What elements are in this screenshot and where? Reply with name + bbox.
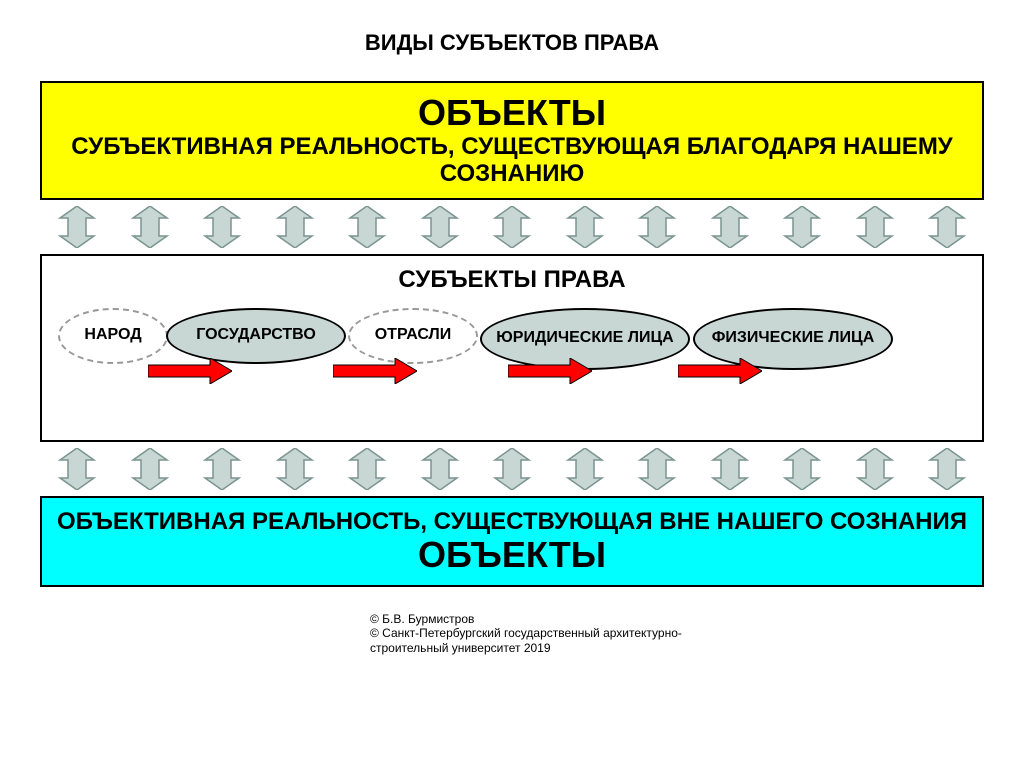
double-arrow-icon bbox=[195, 448, 249, 490]
top-box-line1: ОБЪЕКТЫ bbox=[50, 93, 974, 133]
arrow-row-top bbox=[40, 206, 984, 248]
double-arrow-icon bbox=[340, 206, 394, 248]
bottom-box-line1: ОБЪЕКТИВНАЯ РЕАЛЬНОСТЬ, СУЩЕСТВУЮЩАЯ ВНЕ… bbox=[50, 508, 974, 536]
double-arrow-icon bbox=[920, 206, 974, 248]
double-arrow-icon bbox=[775, 206, 829, 248]
double-arrow-icon bbox=[195, 206, 249, 248]
diagram-title: ВИДЫ СУБЪЕКТОВ ПРАВА bbox=[40, 30, 984, 56]
credit-line2: © Санкт-Петербургский государственный ар… bbox=[370, 626, 984, 640]
double-arrow-icon bbox=[268, 448, 322, 490]
double-arrow-icon bbox=[775, 448, 829, 490]
subject-bubble: НАРОД bbox=[58, 308, 168, 364]
top-box: ОБЪЕКТЫ СУБЪЕКТИВНАЯ РЕАЛЬНОСТЬ, СУЩЕСТВ… bbox=[40, 81, 984, 200]
double-arrow-icon bbox=[558, 448, 612, 490]
double-arrow-icon bbox=[485, 206, 539, 248]
double-arrow-icon bbox=[268, 206, 322, 248]
double-arrow-icon bbox=[630, 448, 684, 490]
credit-line1: © Б.В. Бурмистров bbox=[370, 612, 984, 626]
subject-bubble: ГОСУДАРСТВО bbox=[166, 308, 346, 364]
red-arrow-icon bbox=[333, 358, 417, 389]
double-arrow-icon bbox=[703, 448, 757, 490]
red-arrow-icon bbox=[678, 358, 762, 389]
arrow-row-bottom bbox=[40, 448, 984, 490]
red-arrow-icon bbox=[148, 358, 232, 389]
bottom-box-line2: ОБЪЕКТЫ bbox=[50, 535, 974, 575]
top-box-line2: СУБЪЕКТИВНАЯ РЕАЛЬНОСТЬ, СУЩЕСТВУЮЩАЯ БЛ… bbox=[50, 133, 974, 188]
subjects-row: НАРОДГОСУДАРСТВООТРАСЛИЮРИДИЧЕСКИЕ ЛИЦАФ… bbox=[58, 300, 966, 380]
double-arrow-icon bbox=[920, 448, 974, 490]
double-arrow-icon bbox=[413, 448, 467, 490]
double-arrow-icon bbox=[630, 206, 684, 248]
double-arrow-icon bbox=[848, 206, 902, 248]
double-arrow-icon bbox=[123, 206, 177, 248]
double-arrow-icon bbox=[50, 448, 104, 490]
middle-box-title: СУБЪЕКТЫ ПРАВА bbox=[50, 266, 974, 294]
double-arrow-icon bbox=[340, 448, 394, 490]
red-arrow-icon bbox=[508, 358, 592, 389]
double-arrow-icon bbox=[703, 206, 757, 248]
double-arrow-icon bbox=[558, 206, 612, 248]
middle-box: СУБЪЕКТЫ ПРАВА НАРОДГОСУДАРСТВООТРАСЛИЮР… bbox=[40, 254, 984, 442]
bottom-box: ОБЪЕКТИВНАЯ РЕАЛЬНОСТЬ, СУЩЕСТВУЮЩАЯ ВНЕ… bbox=[40, 496, 984, 587]
credit-line3: строительный университет 2019 bbox=[370, 641, 984, 655]
double-arrow-icon bbox=[413, 206, 467, 248]
credits: © Б.В. Бурмистров © Санкт-Петербургский … bbox=[370, 612, 984, 655]
double-arrow-icon bbox=[50, 206, 104, 248]
subject-bubble: ОТРАСЛИ bbox=[348, 308, 478, 364]
double-arrow-icon bbox=[848, 448, 902, 490]
double-arrow-icon bbox=[123, 448, 177, 490]
double-arrow-icon bbox=[485, 448, 539, 490]
